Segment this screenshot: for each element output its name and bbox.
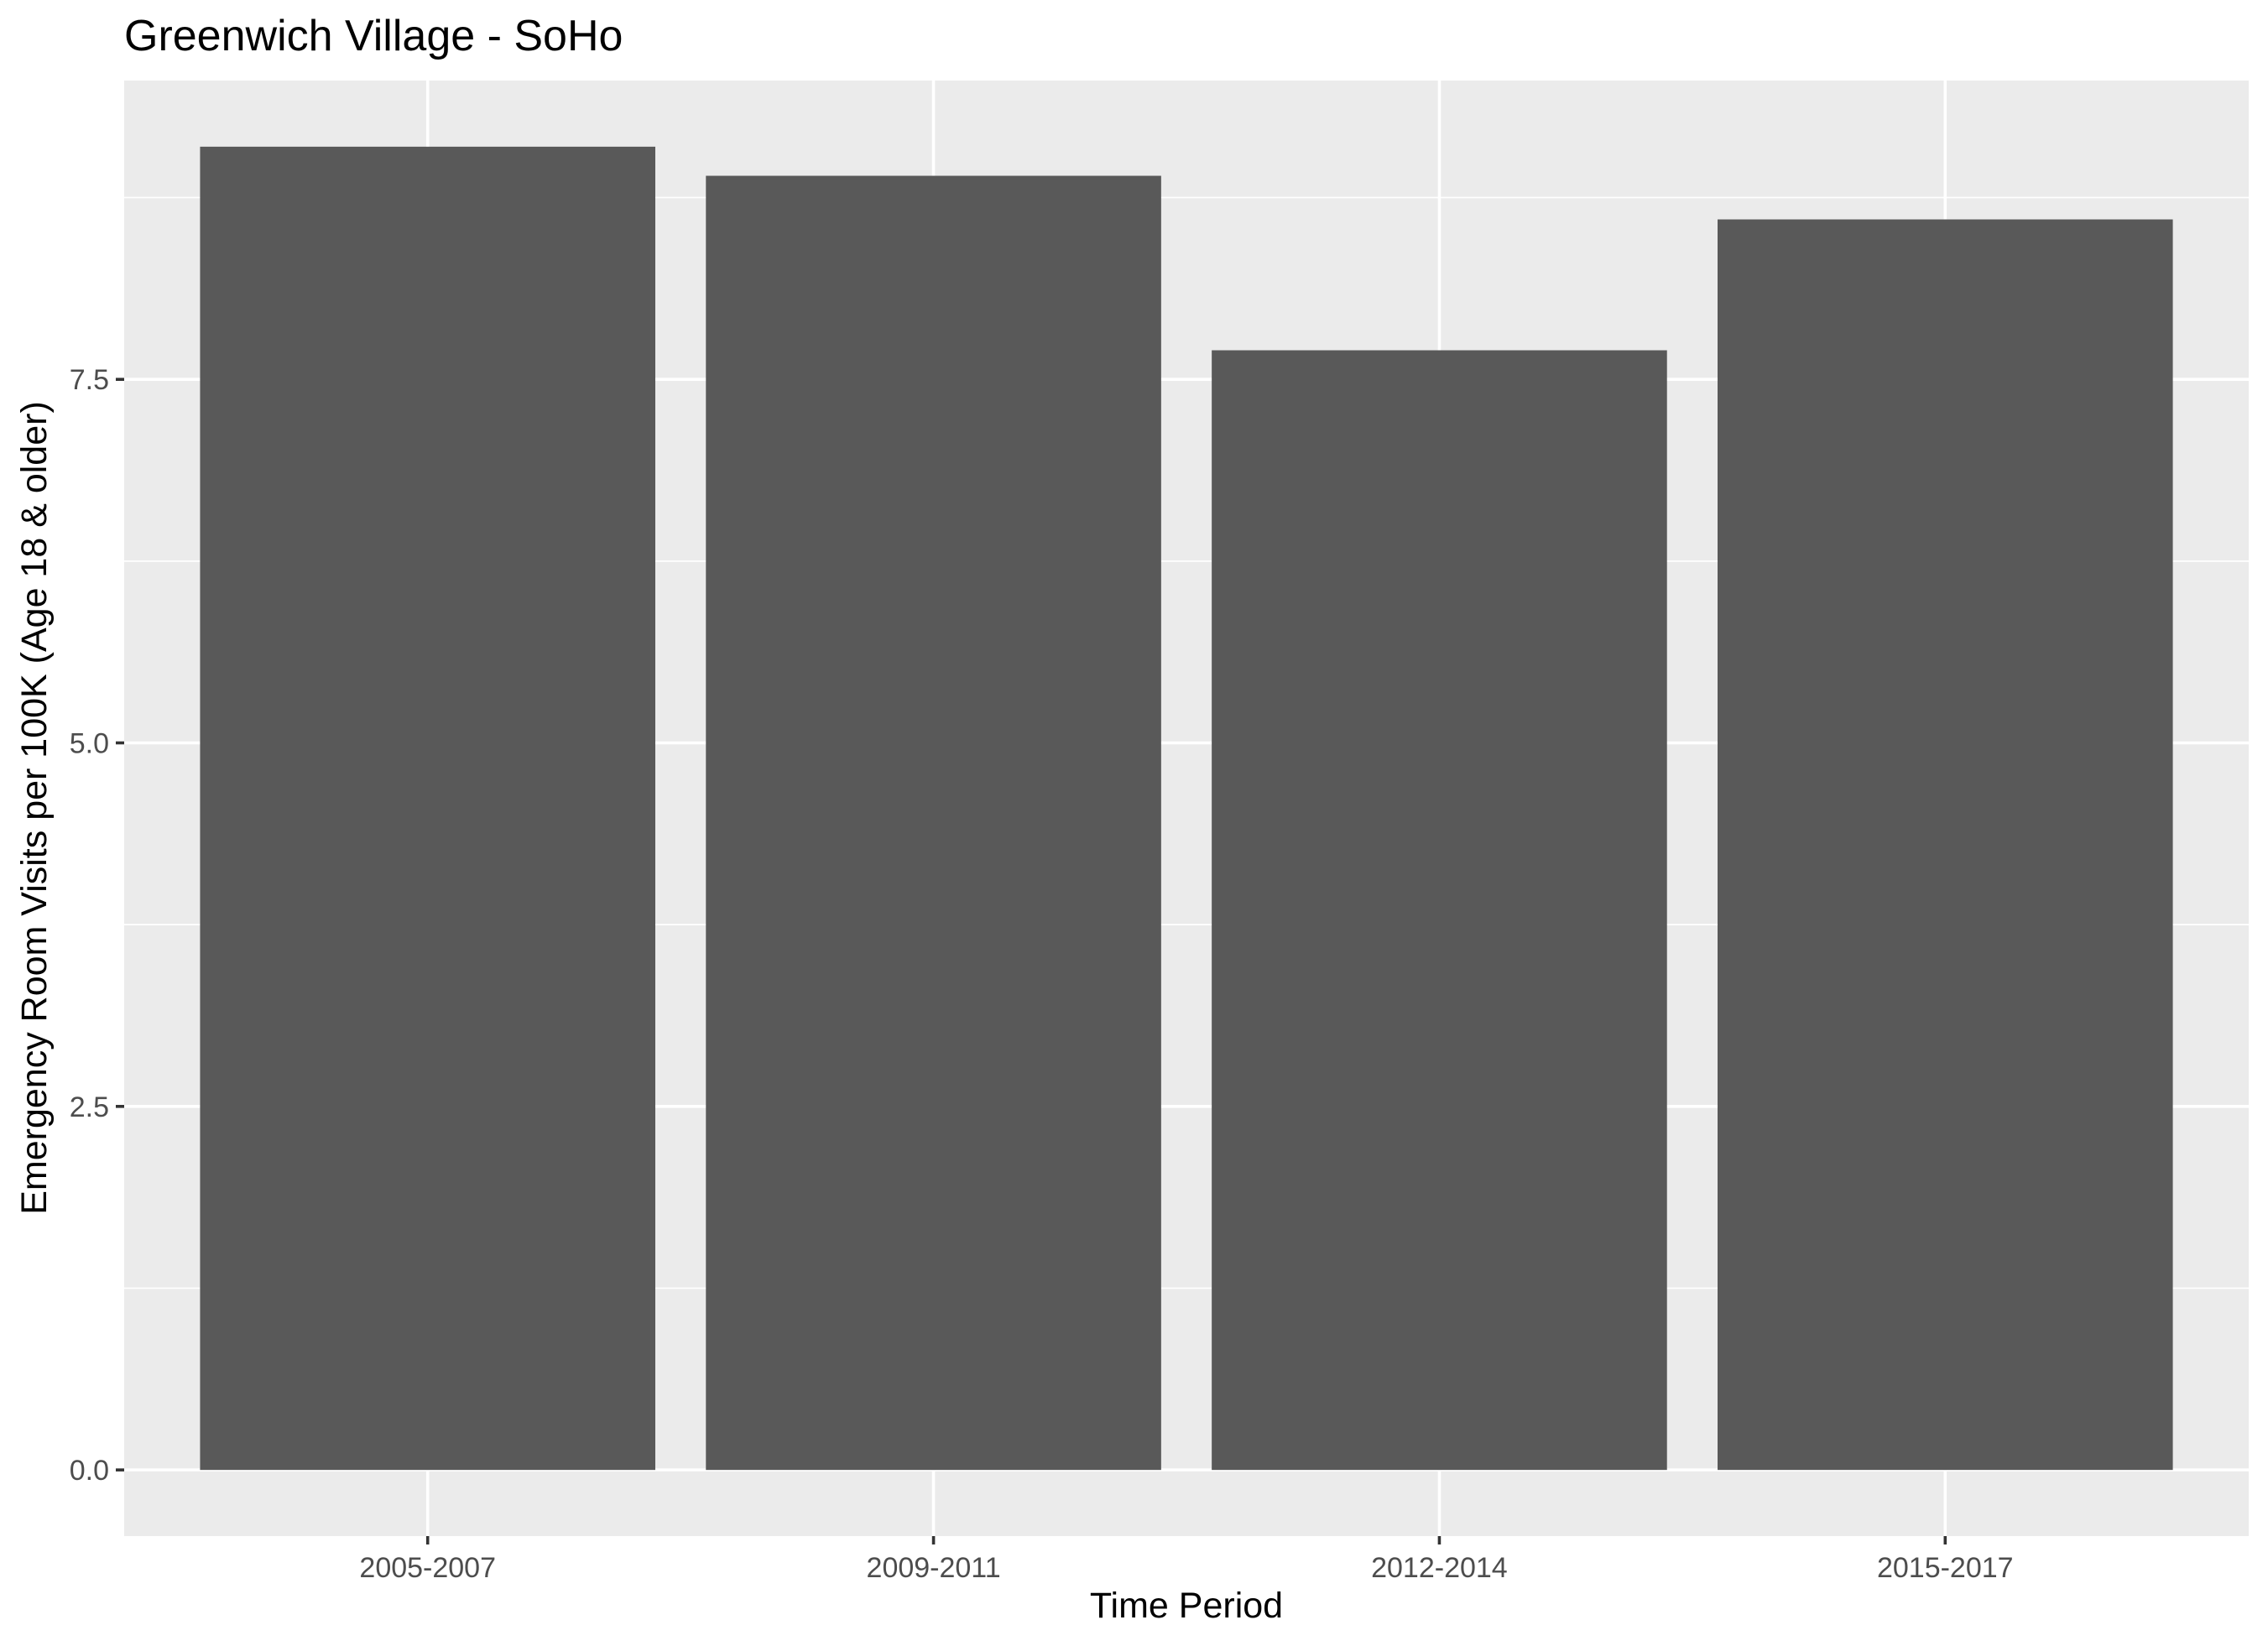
bar-2009-2011 [706, 175, 1161, 1471]
y-tick-label: 5.0 [70, 728, 109, 760]
x-axis: 2005-2007 2009-2011 2012-2014 2015-2017 [359, 1536, 2014, 1584]
bar-2015-2017 [1718, 219, 2173, 1471]
chart-title: Greenwich Village - SoHo [124, 12, 623, 60]
bar-2012-2014 [1212, 350, 1667, 1471]
x-tick-label: 2005-2007 [359, 1552, 496, 1584]
y-tick-label: 0.0 [70, 1455, 109, 1487]
y-axis-title: Emergency Room Visits per 100K (Age 18 &… [14, 401, 55, 1215]
y-tick-label: 7.5 [70, 364, 109, 396]
x-tick-label: 2009-2011 [867, 1552, 1001, 1584]
y-tick-label: 2.5 [70, 1091, 109, 1123]
bars [200, 146, 2173, 1471]
x-axis-title: Time Period [1090, 1586, 1283, 1626]
bar-2005-2007 [200, 146, 655, 1471]
x-tick-label: 2015-2017 [1877, 1552, 2014, 1584]
y-axis: 0.0 2.5 5.0 7.5 [70, 364, 124, 1487]
x-tick-label: 2012-2014 [1371, 1552, 1508, 1584]
